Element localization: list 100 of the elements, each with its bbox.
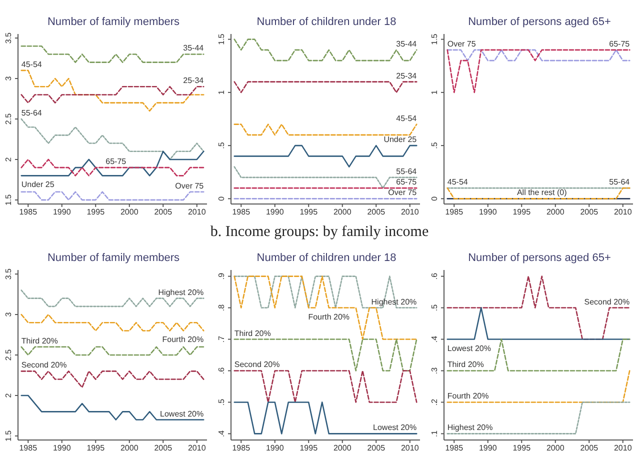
x-tick-label: 2000 <box>333 208 352 217</box>
chart-title: Number of children under 18 <box>256 251 398 266</box>
series-label: Under 25 <box>384 135 418 144</box>
x-tick-label: 2010 <box>400 208 420 217</box>
x-tick-label: 1990 <box>266 444 284 453</box>
series-label: Over 75 <box>175 181 204 190</box>
x-tick-label: 1985 <box>232 444 251 453</box>
series-label: Second 20% <box>584 297 630 306</box>
x-tick-label: 1990 <box>52 208 72 217</box>
series-label: 65-75 <box>396 178 418 187</box>
x-tick-label: 2005 <box>580 444 599 453</box>
series-label: Lowest 20% <box>447 344 491 353</box>
x-tick-label: 2000 <box>546 444 565 453</box>
y-tick-label: 2 <box>4 392 13 398</box>
x-tick-label: 1985 <box>445 208 464 217</box>
y-tick-label: .4 <box>430 335 439 343</box>
line-series <box>20 150 204 176</box>
x-tick-label: 1995 <box>86 444 106 453</box>
x-tick-label: 2010 <box>188 208 206 217</box>
y-tick-label: 2.5 <box>4 112 13 125</box>
y-tick-label: 3 <box>4 76 13 81</box>
line-series <box>20 394 204 420</box>
series-label: 35-44 <box>396 39 418 48</box>
x-tick-label: 2010 <box>614 208 632 217</box>
y-tick-label: .5 <box>430 304 439 312</box>
x-tick-label: 1990 <box>52 444 72 453</box>
series-label: 45-54 <box>396 114 418 123</box>
series-label: 45-54 <box>447 178 468 187</box>
series-label: 55-64 <box>609 178 630 187</box>
series-label: Fourth 20% <box>162 335 204 344</box>
x-tick-label: 1995 <box>512 208 532 217</box>
x-tick-label: 2005 <box>367 208 386 217</box>
x-tick-label: 2000 <box>120 444 139 453</box>
series-label: Over 75 <box>388 188 418 198</box>
y-tick-label: 1.5 <box>430 33 439 45</box>
y-tick-label: .5 <box>430 142 439 149</box>
y-tick-label: 3 <box>4 312 13 317</box>
y-tick-label: 1.5 <box>4 194 13 206</box>
x-tick-label: 2000 <box>333 444 352 453</box>
y-tick-label: 3.5 <box>4 32 13 44</box>
x-tick-label: 1990 <box>266 208 284 217</box>
series-label: 55-64 <box>21 108 42 118</box>
series-label: Third 20% <box>447 360 484 370</box>
x-tick-label: 1990 <box>478 444 498 453</box>
y-tick-label: 0 <box>217 196 226 201</box>
text: b. Income groups: by family income <box>210 224 429 241</box>
x-tick-label: 2010 <box>188 444 206 453</box>
y-tick-label: 0 <box>430 196 439 201</box>
y-tick-label: .2 <box>430 398 439 406</box>
chart-title: Number of children under 18 <box>256 15 398 30</box>
chart-title: Number of persons aged 65+ <box>467 251 612 266</box>
chart-title: Number of persons aged 65+ <box>467 15 612 30</box>
x-tick-label: 1995 <box>512 444 532 453</box>
series-label: 65-75 <box>609 39 630 48</box>
series-label: 25-34 <box>396 71 418 80</box>
y-tick-label: .8 <box>217 304 226 312</box>
y-tick-label: .4 <box>217 430 226 438</box>
y-tick-label: 3.5 <box>4 268 13 280</box>
y-tick-label: 1.5 <box>217 33 226 45</box>
chart-title: Number of family members <box>46 15 181 30</box>
x-tick-label: 2000 <box>120 208 139 217</box>
y-tick-label: .1 <box>430 430 439 438</box>
x-tick-label: 1985 <box>445 444 464 453</box>
series-label: 25-34 <box>183 76 204 86</box>
x-tick-label: 2005 <box>154 208 173 217</box>
series-label: Third 20% <box>234 328 271 338</box>
series-label: Highest 20% <box>158 288 204 297</box>
chart-title: Number of family members <box>46 251 181 266</box>
x-tick-label: 2005 <box>580 208 599 217</box>
series-label: Second 20% <box>234 360 280 370</box>
x-tick-label: 2000 <box>546 208 565 217</box>
y-tick-label: 1 <box>217 90 226 95</box>
series-label: 55-64 <box>396 166 418 176</box>
series-label: Fourth 20% <box>308 312 350 322</box>
series-label: Lowest 20% <box>160 409 204 418</box>
x-tick-label: 1985 <box>19 208 38 217</box>
y-tick-label: .6 <box>217 366 226 374</box>
x-tick-label: 1995 <box>300 444 318 453</box>
x-tick-label: 2005 <box>154 444 173 453</box>
y-tick-label: .7 <box>217 335 226 343</box>
series-label: Under 25 <box>21 180 55 190</box>
series-label: Second 20% <box>21 360 67 370</box>
y-tick-label: 2.5 <box>4 348 13 361</box>
y-tick-label: .5 <box>217 142 226 149</box>
y-tick-label: 1 <box>430 90 439 95</box>
y-tick-label: 2 <box>4 156 13 162</box>
x-tick-label: 2005 <box>367 444 386 453</box>
x-tick-label: 1995 <box>86 208 106 217</box>
line-series <box>20 118 204 160</box>
series-label: 65-75 <box>106 157 127 166</box>
series-label: Third 20% <box>21 336 58 346</box>
series-label: 35-44 <box>183 44 204 53</box>
x-tick-label: 1995 <box>300 208 318 217</box>
y-tick-label: .6 <box>430 272 439 280</box>
x-tick-label: 1985 <box>232 208 251 217</box>
y-tick-label: .9 <box>217 272 226 280</box>
series-label: 45-54 <box>21 60 42 69</box>
y-tick-label: .3 <box>430 366 439 374</box>
series-label: Highest 20% <box>371 297 417 306</box>
x-tick-label: 1990 <box>478 208 498 217</box>
